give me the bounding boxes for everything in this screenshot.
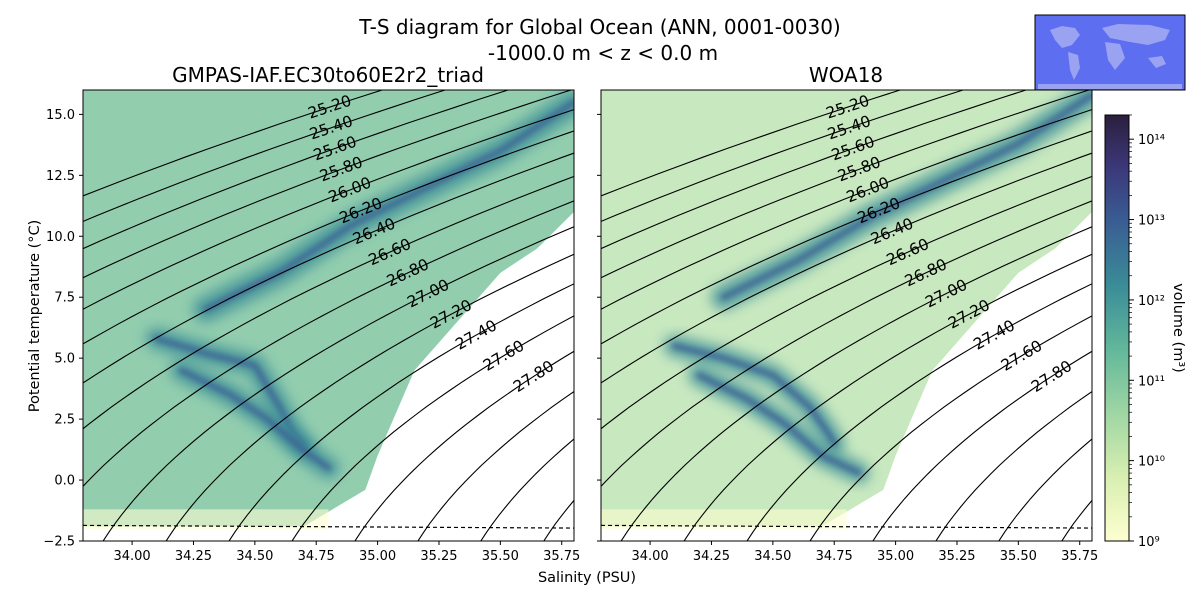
x-tick-label: 35.50: [1000, 549, 1037, 564]
x-tick-label: 34.25: [175, 549, 212, 564]
isopycnal-line: [601, 90, 902, 197]
isopycnal-line: [83, 90, 447, 223]
isopycnal-line: [809, 315, 1092, 541]
isopycnal-line: [601, 109, 1092, 310]
figure-subtitle: -1000.0 m < z < 0.0 m: [488, 41, 718, 65]
colorbar-ticks: 10⁹ 10¹⁰ 10¹¹ 10¹² 10¹³ 10¹⁴: [1129, 114, 1165, 550]
y-tick-label: 5.0: [54, 352, 75, 367]
x-ticks-model: 34.00 34.25 34.50 34.75 35.00 35.25 35.50 35.75: [113, 541, 580, 564]
colorbar-tick-label: 10⁹: [1138, 535, 1160, 550]
y-tick-label: 0.0: [54, 474, 75, 489]
y-ticks-obs: [597, 113, 601, 542]
isopycnal-line: [354, 350, 574, 541]
y-tick-label: 2.5: [54, 413, 75, 428]
x-tick-label: 35.75: [1061, 549, 1098, 564]
isopycnal-line: [601, 90, 1091, 279]
panel-obs-title: WOA18: [809, 63, 883, 87]
y-tick-label: 15.0: [46, 108, 75, 123]
panel-model: GMPAS-IAF.EC30to60E2r2_triad 25.2025.402…: [43, 63, 580, 564]
x-tick-label: 34.00: [113, 549, 150, 564]
isopycnal-line: [601, 130, 1092, 345]
isopycnal-line: [102, 226, 574, 541]
colorbar-tick-label: 10¹²: [1138, 294, 1165, 309]
isopycnal-line: [83, 152, 574, 384]
isopycnal-line: [83, 90, 573, 279]
cold-band: [83, 509, 329, 529]
isopycnal-line: [83, 90, 384, 197]
x-tick-label: 35.25: [938, 549, 975, 564]
x-tick-label: 35.00: [359, 549, 396, 564]
y-ticks-model: −2.5 0.0 2.5 5.0 7.5 10.0 12.5 15.0: [43, 108, 83, 550]
cold-band: [601, 509, 847, 529]
isopycnal-line: [83, 109, 574, 310]
figure-title: T-S diagram for Global Ocean (ANN, 0001-…: [358, 15, 840, 39]
isopycnal-line: [872, 350, 1092, 541]
isopycnal-line: [417, 390, 574, 541]
x-tick-label: 34.75: [298, 549, 335, 564]
isopycnal-line: [83, 130, 574, 345]
x-tick-label: 34.00: [631, 549, 668, 564]
x-tick-label: 34.50: [236, 549, 273, 564]
volume-ridge-core-intermediate: [178, 367, 332, 471]
x-tick-label: 35.50: [482, 549, 519, 564]
colorbar-tick-label: 10¹⁰: [1138, 455, 1165, 470]
isopycnal-line: [683, 253, 1092, 541]
isopycnal-line: [601, 90, 1028, 250]
freezing-line-obs: [601, 524, 1092, 529]
empty-region: [353, 224, 574, 524]
colorbar-tick-label: 10¹⁴: [1138, 133, 1165, 148]
isopycnal-line: [83, 200, 574, 488]
isopycnal-line: [165, 253, 574, 541]
volume-ridge-core-main-core: [671, 342, 838, 447]
freezing-point-line: [83, 524, 574, 529]
isopycnal-line: [228, 283, 574, 541]
isopycnal-line: [291, 315, 574, 541]
isopycnal-line: [998, 438, 1092, 541]
x-tick-label: 35.25: [420, 549, 457, 564]
x-tick-label: 35.75: [543, 549, 580, 564]
x-tick-label: 34.50: [754, 549, 791, 564]
isopycnal-line: [601, 200, 1092, 488]
x-ticks-obs: 34.00 34.25 34.50 34.75 35.00 35.25 35.50 35.75: [631, 541, 1098, 564]
x-tick-label: 35.00: [877, 549, 914, 564]
isopycnal-line: [601, 152, 1092, 384]
x-tick-label: 34.75: [816, 549, 853, 564]
isopycnal-line: [601, 175, 1092, 430]
y-tick-label: 7.5: [54, 291, 75, 306]
colorbar-label: volume (m³): [1170, 283, 1186, 373]
freezing-line-model: [83, 524, 574, 529]
volume-ridge-core-intermediate: [696, 372, 862, 476]
colorbar-tick-label: 10¹³: [1138, 214, 1165, 229]
y-tick-label: 12.5: [46, 169, 75, 184]
empty-region: [871, 224, 1092, 524]
isopycnal-line: [83, 175, 574, 430]
isopycnal-line: [935, 390, 1092, 541]
colorbar: 10⁹ 10¹⁰ 10¹¹ 10¹² 10¹³ 10¹⁴ volume (m³): [1104, 114, 1186, 550]
volume-ridge-core-warm-core: [202, 99, 574, 313]
inset-region-map: [1034, 14, 1186, 91]
isopycnal-line: [620, 226, 1092, 541]
panel-model-title: GMPAS-IAF.EC30to60E2r2_triad: [172, 63, 484, 87]
isopycnal-line: [746, 283, 1092, 541]
panel-obs: WOA18 25.2025.4025.6025.8026.0026.2026.4…: [597, 63, 1098, 564]
y-tick-label: 10.0: [46, 230, 75, 245]
x-axis-label: Salinity (PSU): [538, 570, 636, 586]
isopycnal-line: [83, 90, 510, 250]
y-tick-label: −2.5: [43, 535, 75, 550]
x-tick-label: 34.25: [693, 549, 730, 564]
freezing-point-line: [601, 524, 1092, 529]
y-axis-label: Potential temperature (°C): [27, 220, 43, 413]
density-contours-model: 25.2025.4025.6025.8026.0026.2026.4026.60…: [83, 90, 574, 541]
colorbar-tick-label: 10¹¹: [1138, 374, 1165, 389]
isopycnal-line: [480, 438, 574, 541]
isopycnal-line: [601, 90, 965, 223]
